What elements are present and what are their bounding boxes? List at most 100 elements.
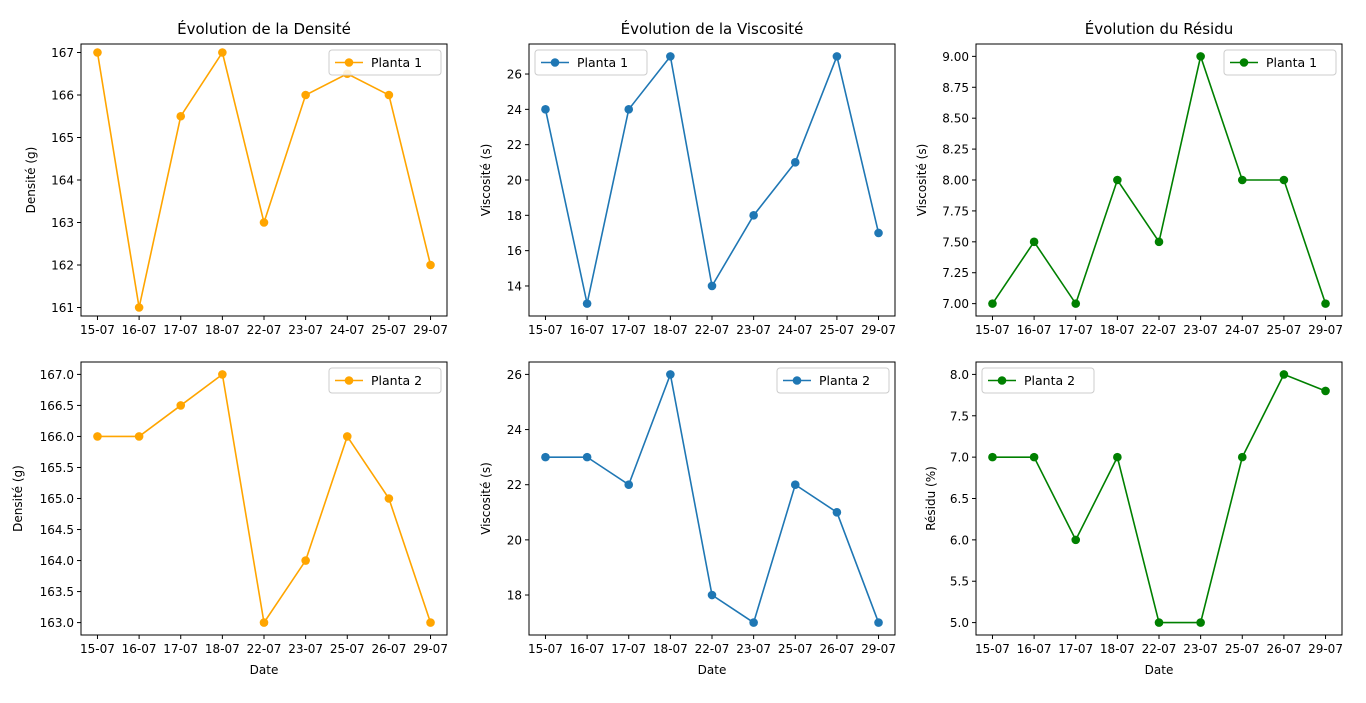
x-tick-label: 29-07 [413, 323, 448, 337]
y-tick-label: 8.50 [942, 112, 969, 126]
data-point [1237, 452, 1247, 462]
y-tick-label: 8.00 [942, 174, 969, 188]
x-tick-label: 29-07 [1308, 323, 1343, 337]
x-tick-label: 24-07 [778, 323, 813, 337]
y-tick-label: 163 [51, 216, 74, 230]
series-line [545, 371, 880, 624]
y-tick-label: 7.0 [950, 451, 969, 465]
x-tick-label: 18-07 [205, 642, 240, 656]
y-tick-label: 163.5 [40, 585, 74, 599]
data-point [541, 452, 550, 462]
data-point [749, 618, 758, 627]
legend-frame [981, 367, 1095, 394]
y-tick-label: 18 [507, 209, 522, 223]
legend: Planta 1 [1223, 49, 1337, 76]
x-tick-label: 22-07 [1142, 642, 1177, 656]
data-point [624, 105, 634, 114]
chart-panel-3: Évolution du Résidu 7.00 7.25 7.50 7.75 8.00 8… [915, 19, 1343, 337]
x-tick-label: 29-07 [861, 323, 896, 337]
y-axis-label: Densité (g) [11, 465, 25, 532]
chart-panel-5: 18 20 22 24 26 15-07 16-07 17-07 18-07 22-07 23-07… [479, 361, 896, 677]
y-tick-label: 20 [507, 533, 522, 547]
legend-marker [550, 58, 560, 67]
y-tick-label: 165.5 [40, 461, 74, 475]
series-line [544, 53, 880, 304]
x-tick-label: 17-07 [163, 642, 198, 656]
data-point [832, 507, 842, 517]
y-axis-label: Viscosité (s) [915, 144, 929, 217]
data-point [988, 299, 997, 308]
x-tick-label: 16-07 [570, 642, 605, 656]
legend-marker [344, 376, 354, 385]
x-tick-label: 15-07 [528, 642, 563, 656]
x-tick-label: 25-07 [1225, 642, 1260, 656]
data-point [1237, 175, 1247, 185]
x-tick-label: 29-07 [413, 642, 448, 656]
x-tick-label: 22-07 [247, 642, 282, 656]
plot-area-frame [975, 361, 1343, 636]
x-tick-label: 23-07 [736, 642, 771, 656]
legend-label: Planta 1 [577, 55, 628, 70]
legend-frame [328, 49, 442, 76]
y-tick-label: 8.0 [950, 368, 969, 382]
x-tick-label: 17-07 [163, 323, 198, 337]
x-tick-label: 15-07 [80, 642, 115, 656]
data-point [1279, 370, 1289, 379]
y-tick-label: 5.5 [950, 575, 969, 589]
x-tick-label: 15-07 [528, 323, 563, 337]
x-tick-label: 25-07 [778, 642, 813, 656]
data-point [790, 158, 800, 167]
x-tick-label: 16-07 [122, 323, 157, 337]
y-tick-label: 165.0 [40, 492, 74, 506]
data-point [426, 260, 435, 270]
x-tick-label: 24-07 [1225, 323, 1260, 337]
x-tick-label: 23-07 [736, 323, 771, 337]
data-point [259, 618, 269, 627]
x-tick-label: 22-07 [695, 642, 730, 656]
data-point [134, 303, 144, 312]
y-tick-label: 166 [51, 89, 74, 103]
x-tick-label: 22-07 [695, 323, 730, 337]
data-point [384, 90, 394, 100]
legend: Planta 1 [328, 49, 442, 76]
y-tick-label: 18 [507, 589, 522, 603]
x-tick-label: 23-07 [1183, 642, 1218, 656]
x-axis-label: Date [698, 663, 727, 677]
x-tick-label: 26-07 [1266, 642, 1301, 656]
data-point [1029, 452, 1039, 462]
plot-area-frame [528, 43, 896, 317]
y-tick-label: 22 [507, 478, 522, 492]
chart-panel-6: 5.0 5.5 6.0 6.5 7.0 7.5 8.0 15-07 16-07 17-07 18-0… [924, 361, 1343, 677]
x-tick-label: 18-07 [1100, 642, 1135, 656]
data-point [218, 370, 227, 379]
y-axis-label: Densité (g) [24, 147, 38, 214]
x-tick-label: 23-07 [1183, 323, 1218, 337]
data-point [707, 590, 717, 600]
data-point [134, 432, 144, 441]
x-tick-label: 22-07 [1142, 323, 1177, 337]
legend: Planta 2 [776, 367, 890, 394]
data-point [1071, 535, 1081, 545]
legend-frame [534, 49, 648, 76]
y-tick-label: 7.75 [942, 204, 969, 218]
legend: Planta 2 [981, 367, 1095, 394]
series-line [97, 372, 432, 625]
chart-title: Évolution du Résidu [1085, 19, 1234, 38]
y-tick-label: 26 [507, 68, 522, 82]
data-point [1071, 299, 1081, 308]
y-tick-label: 5.0 [950, 616, 969, 630]
data-point [582, 299, 592, 308]
x-tick-label: 26-07 [371, 642, 406, 656]
data-point [176, 111, 186, 121]
data-point [93, 48, 102, 57]
data-point [93, 432, 102, 441]
data-point [426, 618, 435, 627]
legend-marker [997, 376, 1007, 385]
y-tick-label: 163.0 [40, 616, 74, 630]
x-tick-label: 15-07 [975, 642, 1010, 656]
x-tick-label: 17-07 [611, 323, 646, 337]
legend-label: Planta 2 [1024, 373, 1075, 388]
data-point [666, 52, 675, 61]
y-tick-label: 8.75 [942, 81, 969, 95]
x-tick-label: 23-07 [288, 642, 323, 656]
